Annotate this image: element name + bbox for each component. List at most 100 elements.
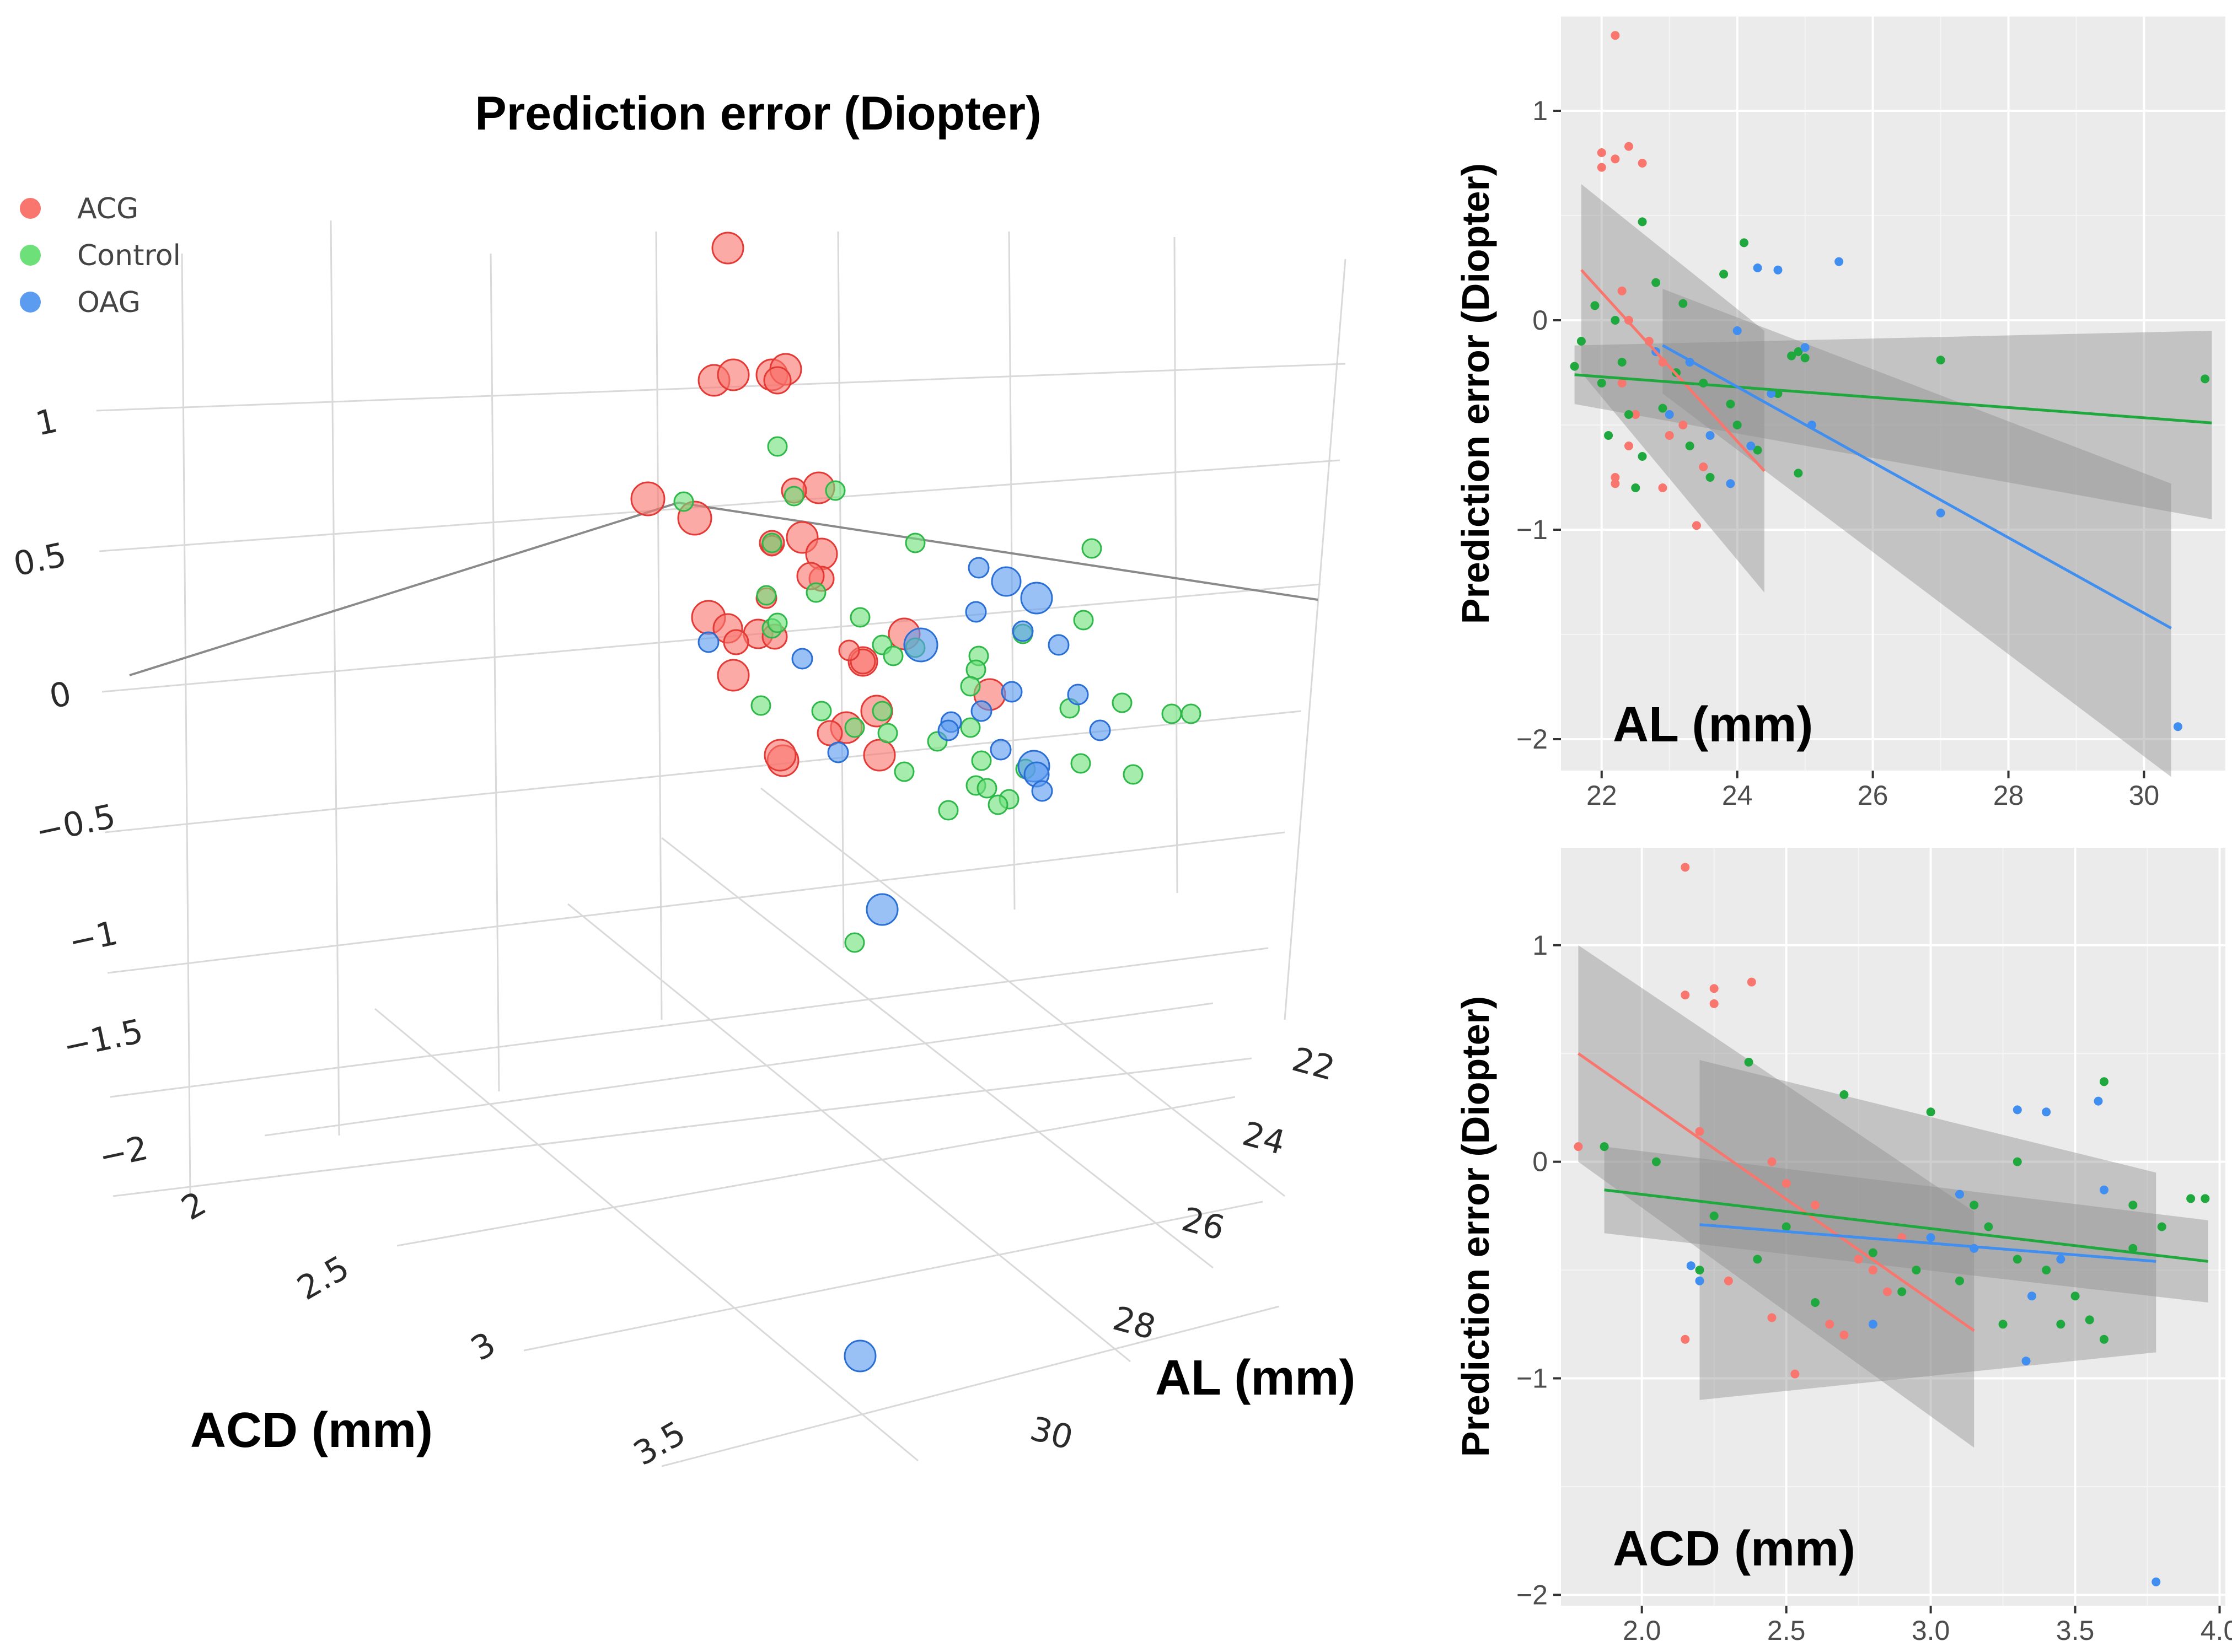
point-control (1709, 1211, 1719, 1220)
legend-label-control[interactable]: Control (77, 239, 181, 272)
point-acg (1611, 473, 1620, 482)
point-3d-control (1070, 753, 1091, 774)
confidence-band-acg (1581, 184, 1764, 593)
point-control (1695, 1266, 1704, 1275)
point-control (1936, 356, 1945, 365)
point-control (1597, 379, 1606, 388)
point-oag (1705, 431, 1715, 440)
point-oag (1955, 1190, 1964, 1199)
point-3d-control (750, 695, 771, 716)
points-acd (1574, 863, 2210, 1586)
y-tick-label: −1 (1516, 514, 1548, 545)
z-tick-neg2: −2 (96, 1129, 152, 1177)
y-axis-label-al-panel: Prediction error (Diopter) (1454, 163, 1497, 624)
point-control (1955, 1276, 1964, 1285)
point-3d-oag (1012, 620, 1034, 642)
x-tick-label: 4.0 (2201, 1615, 2232, 1646)
point-control (1685, 442, 1694, 450)
point-control (2186, 1194, 2196, 1203)
point-oag (2021, 1357, 2031, 1366)
point-control (1590, 301, 1600, 310)
point-control (1782, 1222, 1791, 1231)
point-3d-acg (863, 739, 896, 772)
point-control (1794, 347, 1803, 356)
z-tick-0.5: 0.5 (10, 535, 70, 584)
point-oag (1800, 343, 1810, 352)
point-oag (2094, 1096, 2103, 1106)
y-tick-label: −2 (1516, 724, 1548, 755)
legend-label-oag[interactable]: OAG (77, 286, 141, 319)
point-oag (1726, 479, 1735, 488)
points-3d (630, 232, 1201, 1373)
point-control (1726, 400, 1735, 408)
point-3d-acg (838, 639, 860, 661)
point-3d-control (977, 778, 997, 799)
fit-lines-acd (1578, 1052, 2208, 1332)
legend-label-acg[interactable]: ACG (77, 192, 138, 225)
y-tick-label: 0 (1532, 305, 1548, 336)
point-3d-oag (1001, 681, 1023, 703)
point-3d-oag (844, 1339, 877, 1373)
y-tick-label: −2 (1516, 1579, 1548, 1610)
y-tick-label: −1 (1516, 1363, 1548, 1394)
point-control (1651, 1157, 1661, 1166)
confidence-band-oag (1662, 289, 2171, 777)
point-control (2128, 1201, 2138, 1210)
point-3d-control (673, 491, 694, 512)
point-acg (1638, 159, 1647, 168)
point-acg (1767, 1157, 1777, 1166)
point-acg (1611, 479, 1620, 488)
x-tick-label: 30 (2129, 780, 2160, 811)
point-control (1638, 217, 1647, 227)
point-control (2070, 1292, 2080, 1301)
point-acg (1868, 1266, 1877, 1275)
plot-background-acd (1561, 848, 2225, 1606)
legend[interactable]: ACG Control OAG (20, 192, 181, 319)
point-3d-oag (991, 566, 1022, 597)
y-tick-label: 0 (1532, 1147, 1548, 1177)
point-3d-control (960, 676, 981, 697)
point-3d-control (761, 532, 782, 553)
point-3d-control (756, 585, 777, 606)
fit-line-control (1604, 1188, 2208, 1263)
point-control (1912, 1266, 1921, 1275)
point-3d-oag (968, 557, 990, 579)
point-acg (1665, 431, 1674, 440)
point-control (2013, 1255, 2022, 1264)
point-acg (1658, 483, 1667, 492)
point-3d-oag (827, 741, 849, 763)
point-3d-oag (791, 648, 813, 670)
point-control (2128, 1244, 2138, 1253)
point-3d-control (1073, 610, 1094, 631)
point-control (1868, 1248, 1877, 1257)
x-tick-label: 3.0 (1912, 1615, 1950, 1646)
chart-title-3d: Prediction error (Diopter) (475, 87, 1041, 140)
point-oag (2027, 1292, 2036, 1301)
point-control (1839, 1090, 1849, 1099)
point-3d-control (1112, 692, 1133, 713)
legend-marker-acg (20, 198, 41, 219)
panel-3d-scatter: Prediction error (Diopter) ACG Control O… (10, 87, 1356, 1473)
point-oag (1695, 1276, 1704, 1285)
x-tick-label: 3.5 (2056, 1615, 2095, 1646)
point-3d-control (883, 645, 904, 666)
point-acg (1825, 1320, 1834, 1329)
x-axis-label-al-panel: AL (mm) (1613, 697, 1813, 752)
point-oag (2151, 1577, 2161, 1586)
point-3d-acg (817, 720, 843, 746)
fit-line-oag (1699, 1223, 2156, 1263)
point-3d-oag (1031, 780, 1053, 802)
point-control (1611, 316, 1620, 325)
acd-tick-2: 2 (175, 1184, 213, 1228)
point-acg (1678, 421, 1688, 429)
point-control (1604, 431, 1613, 440)
point-oag (1767, 389, 1776, 398)
point-acg (1811, 1201, 1820, 1210)
fit-line-control (1574, 373, 2212, 424)
point-3d-control (971, 750, 992, 771)
point-control (1897, 1287, 1907, 1296)
zero-axis-line-right (678, 502, 1318, 601)
point-control (1800, 353, 1810, 363)
point-3d-oag (990, 739, 1012, 761)
point-control (1624, 410, 1633, 419)
